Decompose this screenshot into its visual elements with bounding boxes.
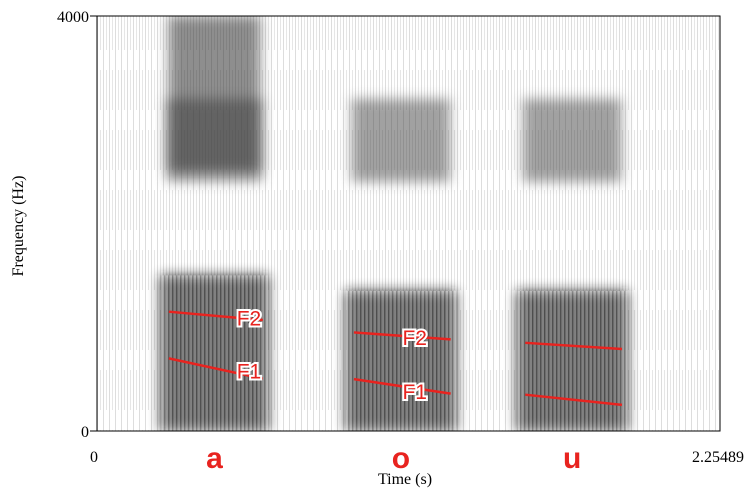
y-tick-label-top: 4000 <box>57 9 89 26</box>
plot-frame <box>96 15 721 432</box>
formant-track-f2 <box>525 341 623 351</box>
x-tick-label-start: 0 <box>90 449 98 466</box>
formant-track-f2 <box>353 331 451 341</box>
formant-track-f2 <box>168 310 263 322</box>
formant-track-f1 <box>168 357 264 380</box>
spectral-energy <box>160 16 628 431</box>
voicing-striations <box>160 275 269 431</box>
formant-label-f1: F1 <box>402 381 427 404</box>
y-tick-label-bottom: 0 <box>81 424 89 441</box>
formant-label-f1: F1 <box>237 360 262 383</box>
vowel-energy-u <box>516 99 628 431</box>
x-tick-label-end: 2.25489 <box>692 449 744 466</box>
formant-label-f2: F2 <box>402 327 427 350</box>
x-axis: 0 2.25489 Time (s) <box>90 449 744 488</box>
y-axis-label: Frequency (Hz) <box>10 176 27 277</box>
voicing-striations <box>345 290 457 431</box>
voicing-striations <box>516 290 628 431</box>
vowel-energy-o <box>345 99 457 431</box>
high-formant-energy <box>351 99 451 182</box>
high-formant-energy <box>522 99 622 182</box>
vowel-label-u: u <box>563 442 581 475</box>
high-energy-column <box>168 16 261 172</box>
formant-label-f2: F2 <box>237 308 262 331</box>
formant-track-f1 <box>353 377 451 395</box>
formant-annotations: F2 F1 F2 F1 <box>168 306 623 407</box>
vowel-label-o: o <box>392 442 410 475</box>
y-axis: 4000 0 Frequency (Hz) <box>10 9 97 441</box>
x-axis-label: Time (s) <box>378 471 432 488</box>
vowel-label-a: a <box>206 442 223 475</box>
vowel-energy-a <box>160 16 269 431</box>
formant-track-f1 <box>525 393 623 407</box>
plot-area: F2 F1 F2 F1 <box>96 15 721 432</box>
